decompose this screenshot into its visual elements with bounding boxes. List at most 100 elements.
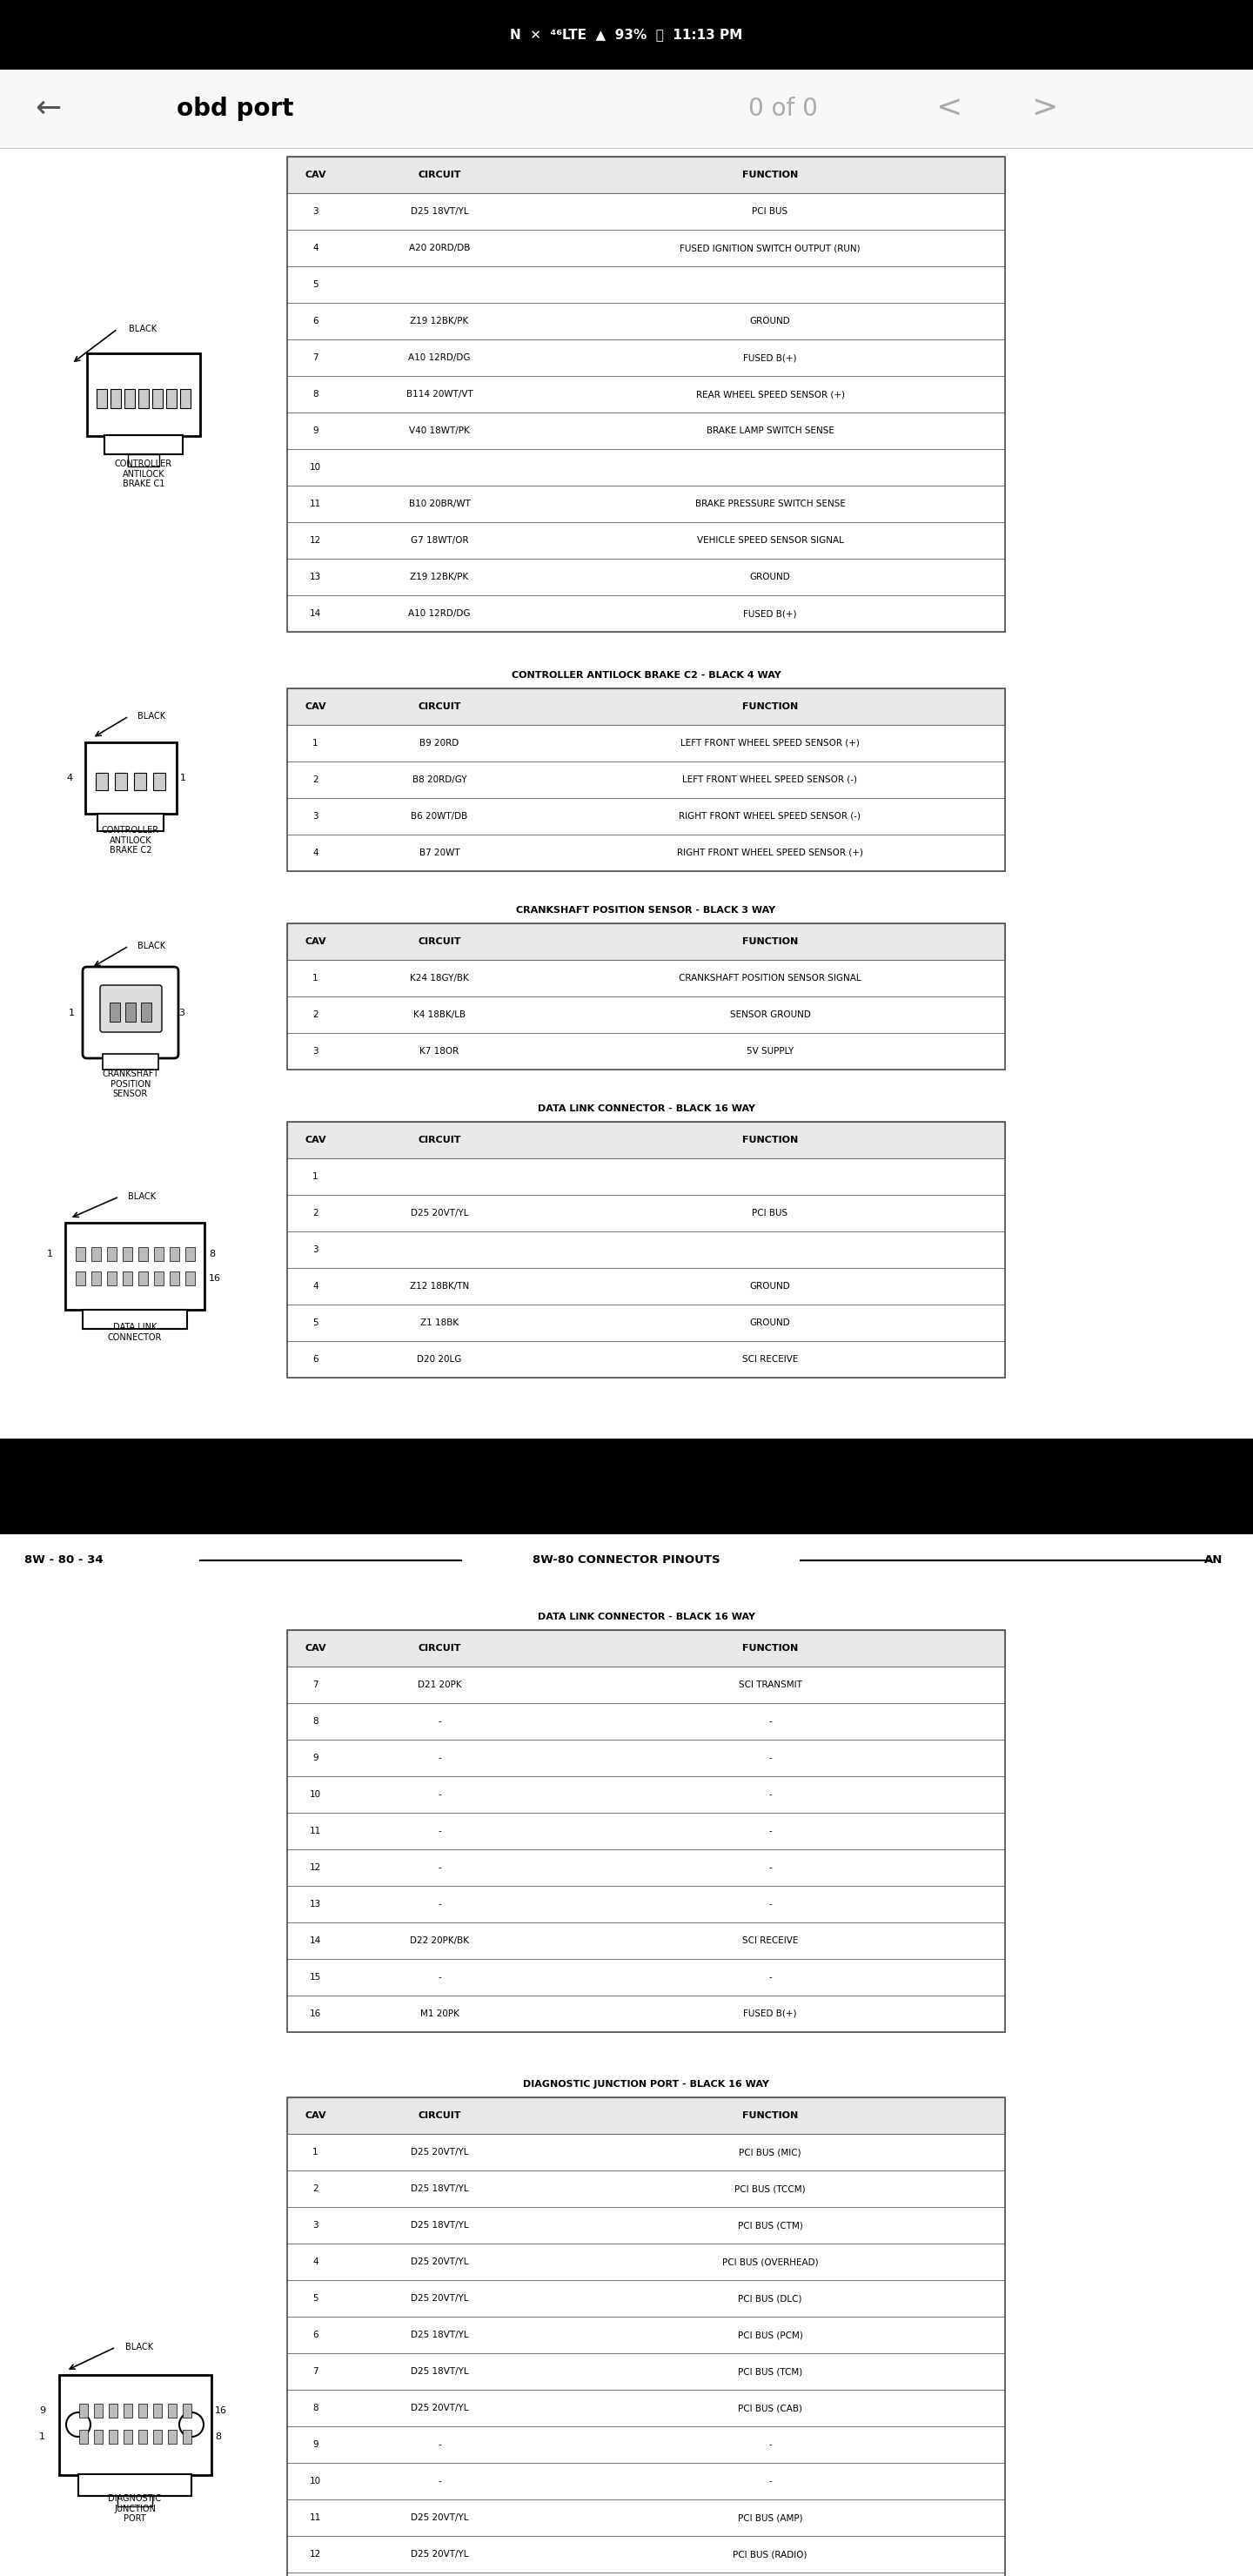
Text: 3: 3 [312, 2221, 318, 2231]
Bar [104, 435, 183, 453]
Text: 1: 1 [312, 974, 318, 981]
Bar [287, 2463, 1005, 2499]
Text: FUSED IGNITION SWITCH OUTPUT (RUN): FUSED IGNITION SWITCH OUTPUT (RUN) [679, 245, 861, 252]
Bar [287, 2316, 1005, 2354]
Bar [287, 1121, 1005, 1159]
Text: 5: 5 [312, 1319, 318, 1327]
Bar [154, 1247, 164, 1262]
Text: SCI RECEIVE: SCI RECEIVE [742, 1355, 798, 1363]
Text: -: - [768, 2439, 772, 2450]
Bar [168, 2429, 177, 2445]
Bar [287, 2280, 1005, 2316]
Text: 2: 2 [312, 2184, 318, 2192]
Bar [287, 229, 1005, 265]
Bar [125, 1002, 135, 1023]
Bar [287, 2573, 1005, 2576]
Text: 2: 2 [312, 775, 318, 783]
Bar [287, 1033, 1005, 1069]
Bar [65, 1224, 204, 1309]
Text: 3: 3 [312, 206, 318, 216]
Bar [109, 2403, 118, 2419]
Text: PCI BUS (CTM): PCI BUS (CTM) [738, 2221, 803, 2231]
Bar [287, 2133, 1005, 2172]
Text: B114 20WT/VT: B114 20WT/VT [406, 389, 472, 399]
Text: FUSED B(+): FUSED B(+) [743, 2009, 797, 2017]
Bar [287, 1342, 1005, 1378]
Text: CONTROLLER
ANTILOCK
BRAKE C1: CONTROLLER ANTILOCK BRAKE C1 [115, 459, 173, 489]
Text: 12: 12 [309, 2550, 321, 2558]
Text: FUNCTION: FUNCTION [742, 2112, 798, 2120]
Text: -: - [768, 1790, 772, 1798]
Text: 11: 11 [309, 500, 321, 507]
Bar [153, 2403, 162, 2419]
Text: 14: 14 [309, 1937, 321, 1945]
Text: CAV: CAV [304, 2112, 326, 2120]
Text: CAV: CAV [304, 1136, 326, 1144]
Bar [287, 1922, 1005, 1958]
Bar [86, 353, 200, 435]
Bar [180, 389, 190, 407]
Text: A20 20RD/DB: A20 20RD/DB [408, 245, 470, 252]
Bar [287, 1703, 1005, 1739]
Text: D25 18VT/YL: D25 18VT/YL [411, 2221, 469, 2231]
Text: 8: 8 [209, 1249, 216, 1260]
Text: CRANKSHAFT POSITION SENSOR - BLACK 3 WAY: CRANKSHAFT POSITION SENSOR - BLACK 3 WAY [516, 907, 776, 914]
Bar [79, 2429, 88, 2445]
Text: D21 20PK: D21 20PK [417, 1680, 461, 1690]
Text: CIRCUIT: CIRCUIT [419, 703, 461, 711]
Text: 6: 6 [312, 317, 318, 325]
Bar [94, 2403, 103, 2419]
Text: 4: 4 [66, 773, 73, 783]
Text: 8: 8 [312, 1718, 318, 1726]
Bar [75, 1247, 85, 1262]
Bar [154, 1273, 164, 1285]
Text: 4: 4 [312, 245, 318, 252]
Text: FUSED B(+): FUSED B(+) [743, 353, 797, 363]
Text: -: - [768, 1826, 772, 1834]
Text: PCI BUS (AMP): PCI BUS (AMP) [738, 2514, 802, 2522]
Text: D25 20VT/YL: D25 20VT/YL [411, 2148, 469, 2156]
Text: VEHICLE SPEED SENSOR SIGNAL: VEHICLE SPEED SENSOR SIGNAL [697, 536, 843, 544]
Text: CIRCUIT: CIRCUIT [419, 170, 461, 180]
Bar [85, 742, 177, 814]
Text: 1: 1 [180, 773, 187, 783]
Text: FUNCTION: FUNCTION [742, 703, 798, 711]
Bar [287, 724, 1005, 762]
Text: DATA LINK
CONNECTOR: DATA LINK CONNECTOR [108, 1324, 162, 1342]
Text: 8W - 80 - 34: 8W - 80 - 34 [24, 1556, 103, 1566]
Text: FUSED B(+): FUSED B(+) [743, 608, 797, 618]
Text: FUNCTION: FUNCTION [742, 170, 798, 180]
Bar [287, 1631, 1005, 2032]
Bar [124, 2403, 133, 2419]
Text: A10 12RD/DG: A10 12RD/DG [408, 353, 471, 363]
Text: B9 20RD: B9 20RD [420, 739, 459, 747]
Text: CIRCUIT: CIRCUIT [419, 2112, 461, 2120]
Bar [287, 922, 1005, 1069]
Bar [118, 2496, 153, 2506]
Text: D25 20VT/YL: D25 20VT/YL [411, 2514, 469, 2522]
Text: BLACK: BLACK [138, 943, 165, 951]
Text: -: - [437, 2439, 441, 2450]
Bar [183, 2403, 192, 2419]
Bar [287, 1195, 1005, 1231]
Bar [123, 1273, 133, 1285]
Bar [287, 922, 1005, 961]
Bar [287, 2097, 1005, 2576]
Bar [287, 157, 1005, 193]
Text: SCI TRANSMIT: SCI TRANSMIT [738, 1680, 802, 1690]
Text: FUNCTION: FUNCTION [742, 1643, 798, 1654]
Text: PCI BUS (DLC): PCI BUS (DLC) [738, 2295, 802, 2303]
Text: PCI BUS (TCCM): PCI BUS (TCCM) [734, 2184, 806, 2192]
Text: 7: 7 [312, 353, 318, 363]
Bar [169, 1273, 179, 1285]
FancyBboxPatch shape [83, 966, 178, 1059]
Text: D25 20VT/YL: D25 20VT/YL [411, 2403, 469, 2411]
Bar [287, 1814, 1005, 1850]
Text: 7: 7 [312, 1680, 318, 1690]
Text: RIGHT FRONT WHEEL SPEED SENSOR (+): RIGHT FRONT WHEEL SPEED SENSOR (+) [677, 848, 863, 858]
Bar [287, 1996, 1005, 2032]
Text: 4: 4 [312, 848, 318, 858]
Text: D25 20VT/YL: D25 20VT/YL [411, 1208, 469, 1218]
Text: LEFT FRONT WHEEL SPEED SENSOR (-): LEFT FRONT WHEEL SPEED SENSOR (-) [683, 775, 857, 783]
Bar [287, 412, 1005, 448]
